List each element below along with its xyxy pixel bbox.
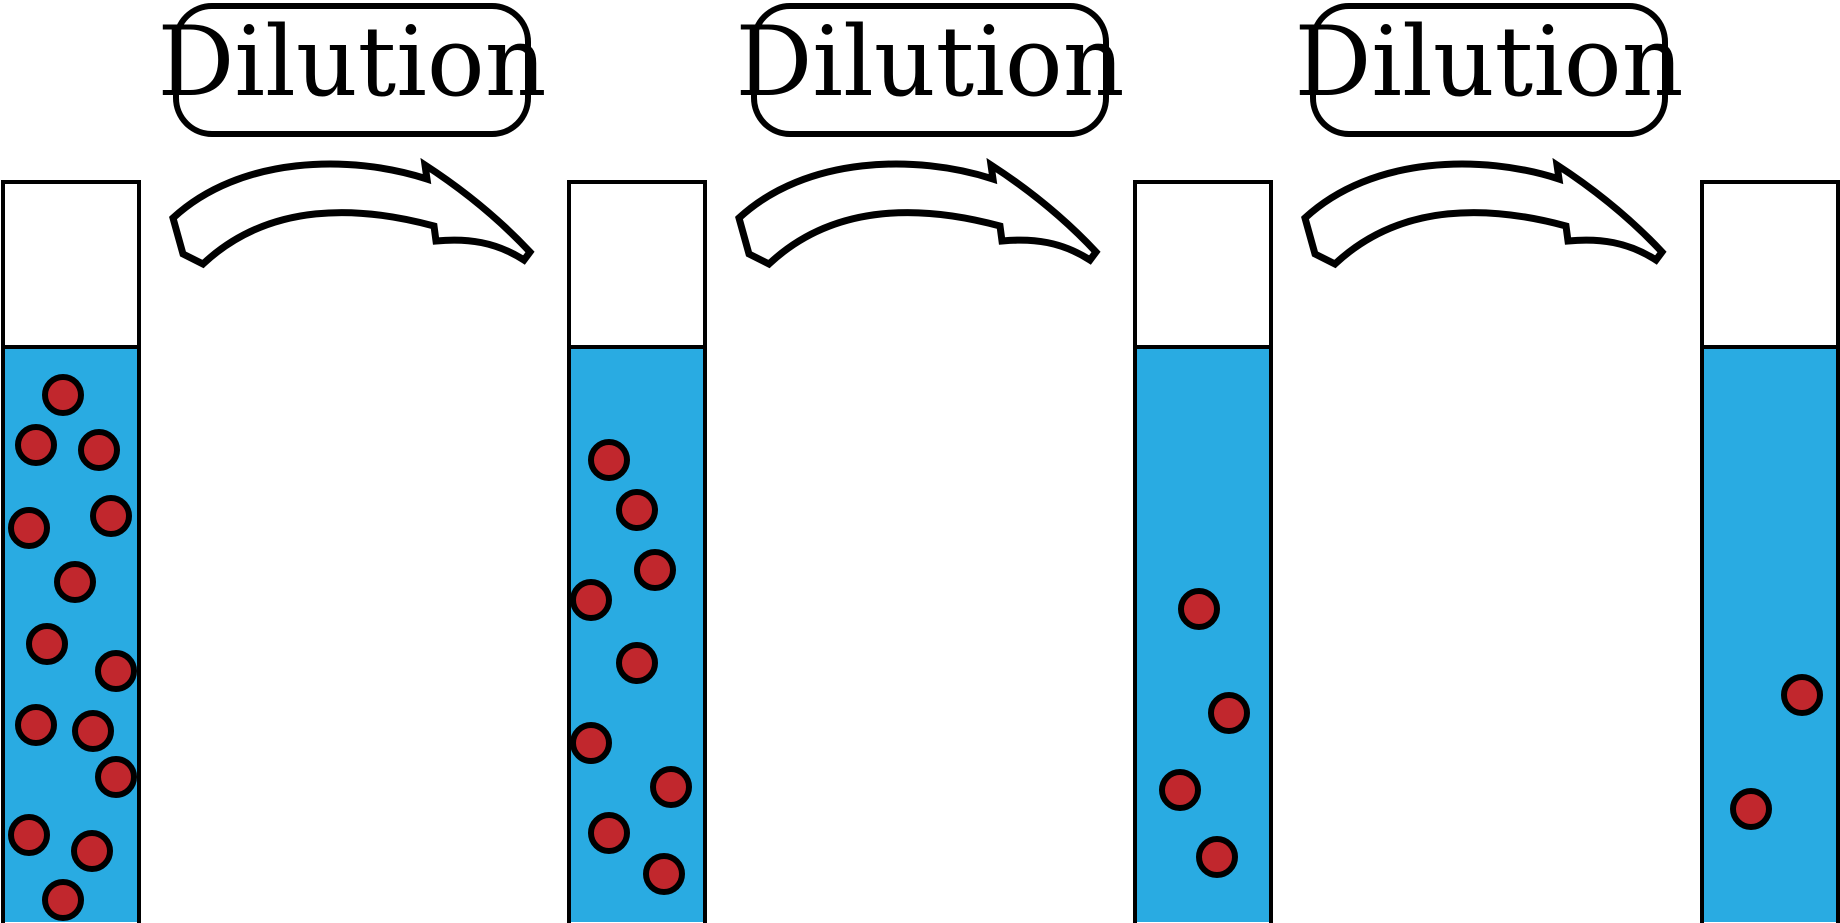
dilution-label: Dilution — [157, 6, 546, 118]
curved-arrow-right-icon — [1301, 157, 1667, 269]
particle — [8, 507, 50, 549]
dilution-step-2: Dilution — [735, 3, 1125, 137]
particle — [26, 623, 68, 665]
particle — [588, 812, 630, 854]
curved-arrow-right-icon — [169, 157, 535, 269]
particle — [78, 429, 120, 471]
particle — [42, 374, 84, 416]
dilution-label-box — [173, 3, 531, 137]
particle — [15, 704, 57, 746]
particle — [72, 710, 114, 752]
particle — [95, 650, 137, 692]
dilution-step-3: Dilution — [1294, 3, 1684, 137]
particle — [643, 853, 685, 895]
particle — [588, 439, 630, 481]
particle — [71, 830, 113, 872]
particle — [570, 579, 612, 621]
dilution-label: Dilution — [735, 6, 1124, 118]
particle — [1159, 769, 1201, 811]
tube-outline — [1133, 180, 1273, 923]
test-tube-1 — [1, 180, 141, 923]
particle — [1781, 674, 1823, 716]
dilution-label-box — [751, 3, 1109, 137]
dilution-step-1: Dilution — [157, 3, 547, 137]
particle — [42, 879, 84, 921]
curved-arrow-right-icon — [735, 157, 1101, 269]
test-tube-2 — [567, 180, 707, 923]
particle — [616, 642, 658, 684]
particle — [616, 489, 658, 531]
tube-outline — [1, 180, 141, 923]
particle — [650, 766, 692, 808]
particle — [95, 756, 137, 798]
particle — [8, 814, 50, 856]
particle — [54, 561, 96, 603]
particle — [570, 722, 612, 764]
particle — [90, 495, 132, 537]
particle — [1178, 588, 1220, 630]
dilution-label: Dilution — [1294, 6, 1683, 118]
tube-liquid — [1135, 347, 1271, 922]
particle — [1196, 836, 1238, 878]
tube-outline — [567, 180, 707, 923]
dilution-label-box — [1310, 3, 1668, 137]
test-tube-4 — [1700, 180, 1840, 923]
tube-outline — [1700, 180, 1840, 923]
tube-liquid — [1702, 347, 1838, 922]
particle — [1208, 692, 1250, 734]
particle — [15, 424, 57, 466]
particle — [1730, 788, 1772, 830]
test-tube-3 — [1133, 180, 1273, 923]
particle — [634, 549, 676, 591]
